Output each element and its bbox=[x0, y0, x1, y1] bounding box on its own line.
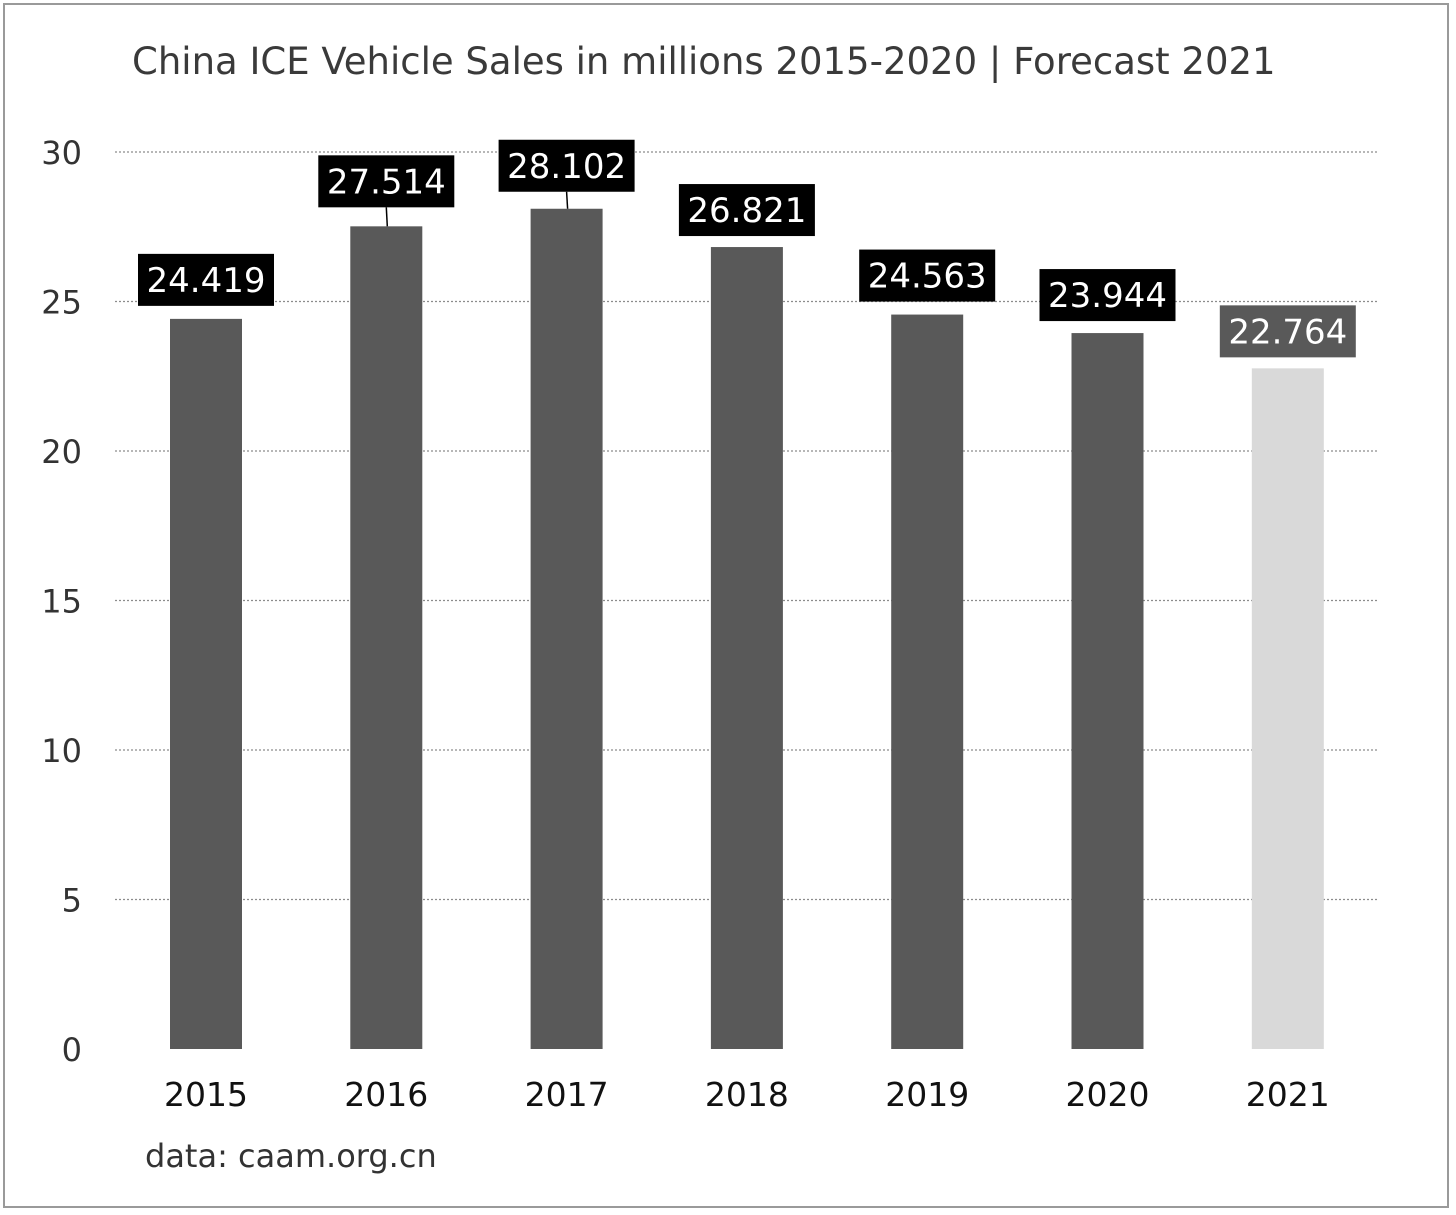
x-tick-label: 2021 bbox=[1246, 1075, 1330, 1114]
y-tick-label: 0 bbox=[62, 1031, 82, 1069]
bar-2020 bbox=[1071, 333, 1144, 1049]
label-leader-line bbox=[565, 191, 569, 209]
x-tick-label: 2017 bbox=[525, 1075, 609, 1114]
bar-2017 bbox=[530, 208, 603, 1050]
bar-2015 bbox=[170, 318, 242, 1049]
data-label-box bbox=[1039, 269, 1176, 322]
data-label-text: 27.514 bbox=[327, 162, 446, 202]
y-tick-label: 30 bbox=[41, 134, 82, 172]
x-axis-ticks: 2015 2016 2017 2018 2019 2020 2021 bbox=[164, 1075, 1330, 1114]
data-label-text: 28.102 bbox=[507, 147, 626, 187]
data-label-text: 24.563 bbox=[868, 257, 987, 297]
data-label-box bbox=[859, 249, 996, 302]
data-label-box bbox=[678, 184, 815, 237]
data-label-box bbox=[1219, 305, 1356, 358]
label-leader-line bbox=[385, 207, 389, 227]
bar-2018 bbox=[710, 247, 783, 1049]
data-label-box bbox=[318, 155, 455, 208]
x-tick-label: 2018 bbox=[705, 1075, 789, 1114]
y-tick-label: 10 bbox=[41, 732, 82, 770]
data-label-box bbox=[138, 253, 274, 306]
y-tick-label: 20 bbox=[41, 433, 82, 471]
y-tick-label: 25 bbox=[41, 284, 82, 322]
x-tick-label: 2015 bbox=[164, 1075, 248, 1114]
data-label-box bbox=[498, 139, 635, 192]
chart-title: China ICE Vehicle Sales in millions 2015… bbox=[132, 40, 1276, 83]
data-label-text: 24.419 bbox=[147, 261, 266, 301]
data-labels: 24.419 27.514 28.102 26.821 24.563 23.944 22.7… bbox=[138, 139, 1356, 358]
bar-2019 bbox=[891, 314, 964, 1050]
data-label-2021: 22.764 bbox=[1219, 305, 1356, 358]
x-tick-label: 2020 bbox=[1066, 1075, 1150, 1114]
bar-2021 bbox=[1251, 368, 1324, 1049]
data-label-text: 22.764 bbox=[1228, 312, 1347, 352]
data-label-2019: 24.563 bbox=[859, 249, 996, 302]
y-tick-label: 15 bbox=[41, 583, 82, 621]
y-tick-label: 5 bbox=[62, 882, 82, 920]
data-label-text: 23.944 bbox=[1048, 276, 1167, 316]
bars bbox=[170, 208, 1324, 1050]
data-label-2018: 26.821 bbox=[678, 184, 815, 237]
data-label-2016: 27.514 bbox=[318, 155, 455, 227]
data-label-text: 26.821 bbox=[687, 191, 806, 231]
x-tick-label: 2016 bbox=[344, 1075, 428, 1114]
data-label-2017: 28.102 bbox=[498, 139, 635, 209]
source-note: data: caam.org.cn bbox=[145, 1137, 437, 1175]
y-axis-ticks: 0 5 10 15 20 25 30 bbox=[41, 134, 82, 1069]
bar-2016 bbox=[350, 226, 423, 1049]
data-label-2020: 23.944 bbox=[1039, 269, 1176, 322]
data-label-2015: 24.419 bbox=[138, 253, 274, 306]
x-tick-label: 2019 bbox=[885, 1075, 969, 1114]
